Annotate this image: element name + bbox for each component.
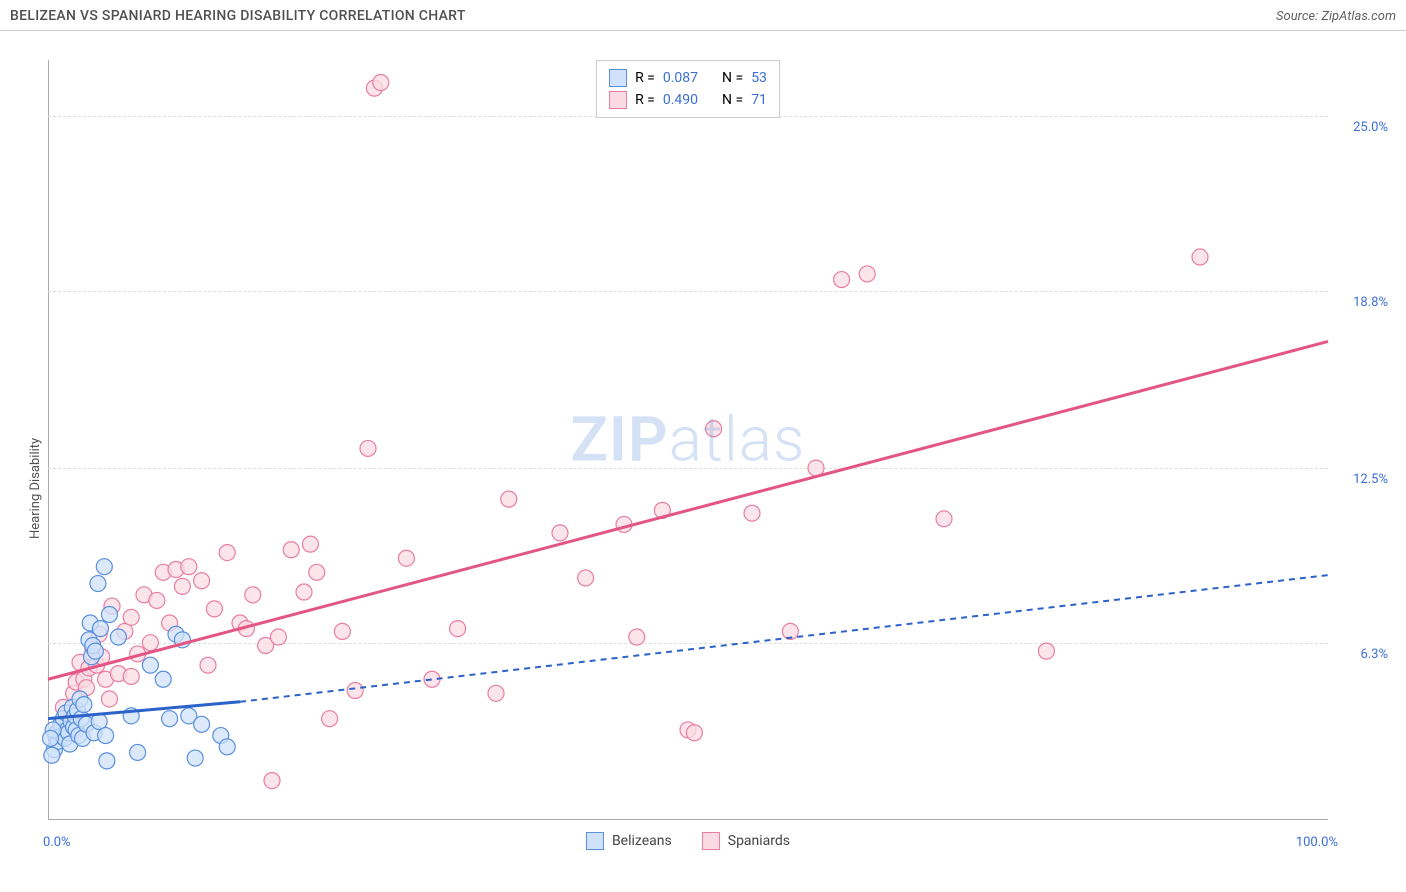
chart-title: BELIZEAN VS SPANIARD HEARING DISABILITY … — [10, 8, 466, 24]
legend-item-spaniards: Spaniards — [702, 832, 790, 850]
scatter-svg — [48, 60, 1328, 820]
x-tick-min: 0.0% — [43, 835, 71, 850]
n-value-belizeans: 53 — [751, 67, 767, 89]
legend-item-belizeans: Belizeans — [586, 832, 672, 850]
y-axis-label: Hearing Disability — [28, 438, 43, 539]
chart-source: Source: ZipAtlas.com — [1276, 9, 1396, 24]
y-tick-label: 25.0% — [1333, 120, 1388, 135]
y-tick-label: 6.3% — [1333, 647, 1388, 662]
swatch-spaniards — [609, 91, 627, 109]
correlation-legend: R = 0.087 N = 53 R = 0.490 N = 71 — [596, 60, 780, 118]
x-tick-max: 100.0% — [1296, 835, 1338, 850]
chart-header: BELIZEAN VS SPANIARD HEARING DISABILITY … — [0, 0, 1406, 31]
y-tick-label: 12.5% — [1333, 472, 1388, 487]
chart-plot-area: ZIPatlas R = 0.087 N = 53 R = 0.490 N = … — [48, 60, 1328, 820]
legend-row-belizeans: R = 0.087 N = 53 — [609, 67, 767, 89]
series-legend: Belizeans Spaniards — [586, 832, 790, 850]
y-tick-label: 18.8% — [1333, 295, 1388, 310]
swatch-spaniards-icon — [702, 832, 720, 850]
swatch-belizeans-icon — [586, 832, 604, 850]
r-value-spaniards: 0.490 — [663, 89, 698, 111]
legend-row-spaniards: R = 0.490 N = 71 — [609, 89, 767, 111]
r-value-belizeans: 0.087 — [663, 67, 698, 89]
n-value-spaniards: 71 — [751, 89, 767, 111]
swatch-belizeans — [609, 69, 627, 87]
